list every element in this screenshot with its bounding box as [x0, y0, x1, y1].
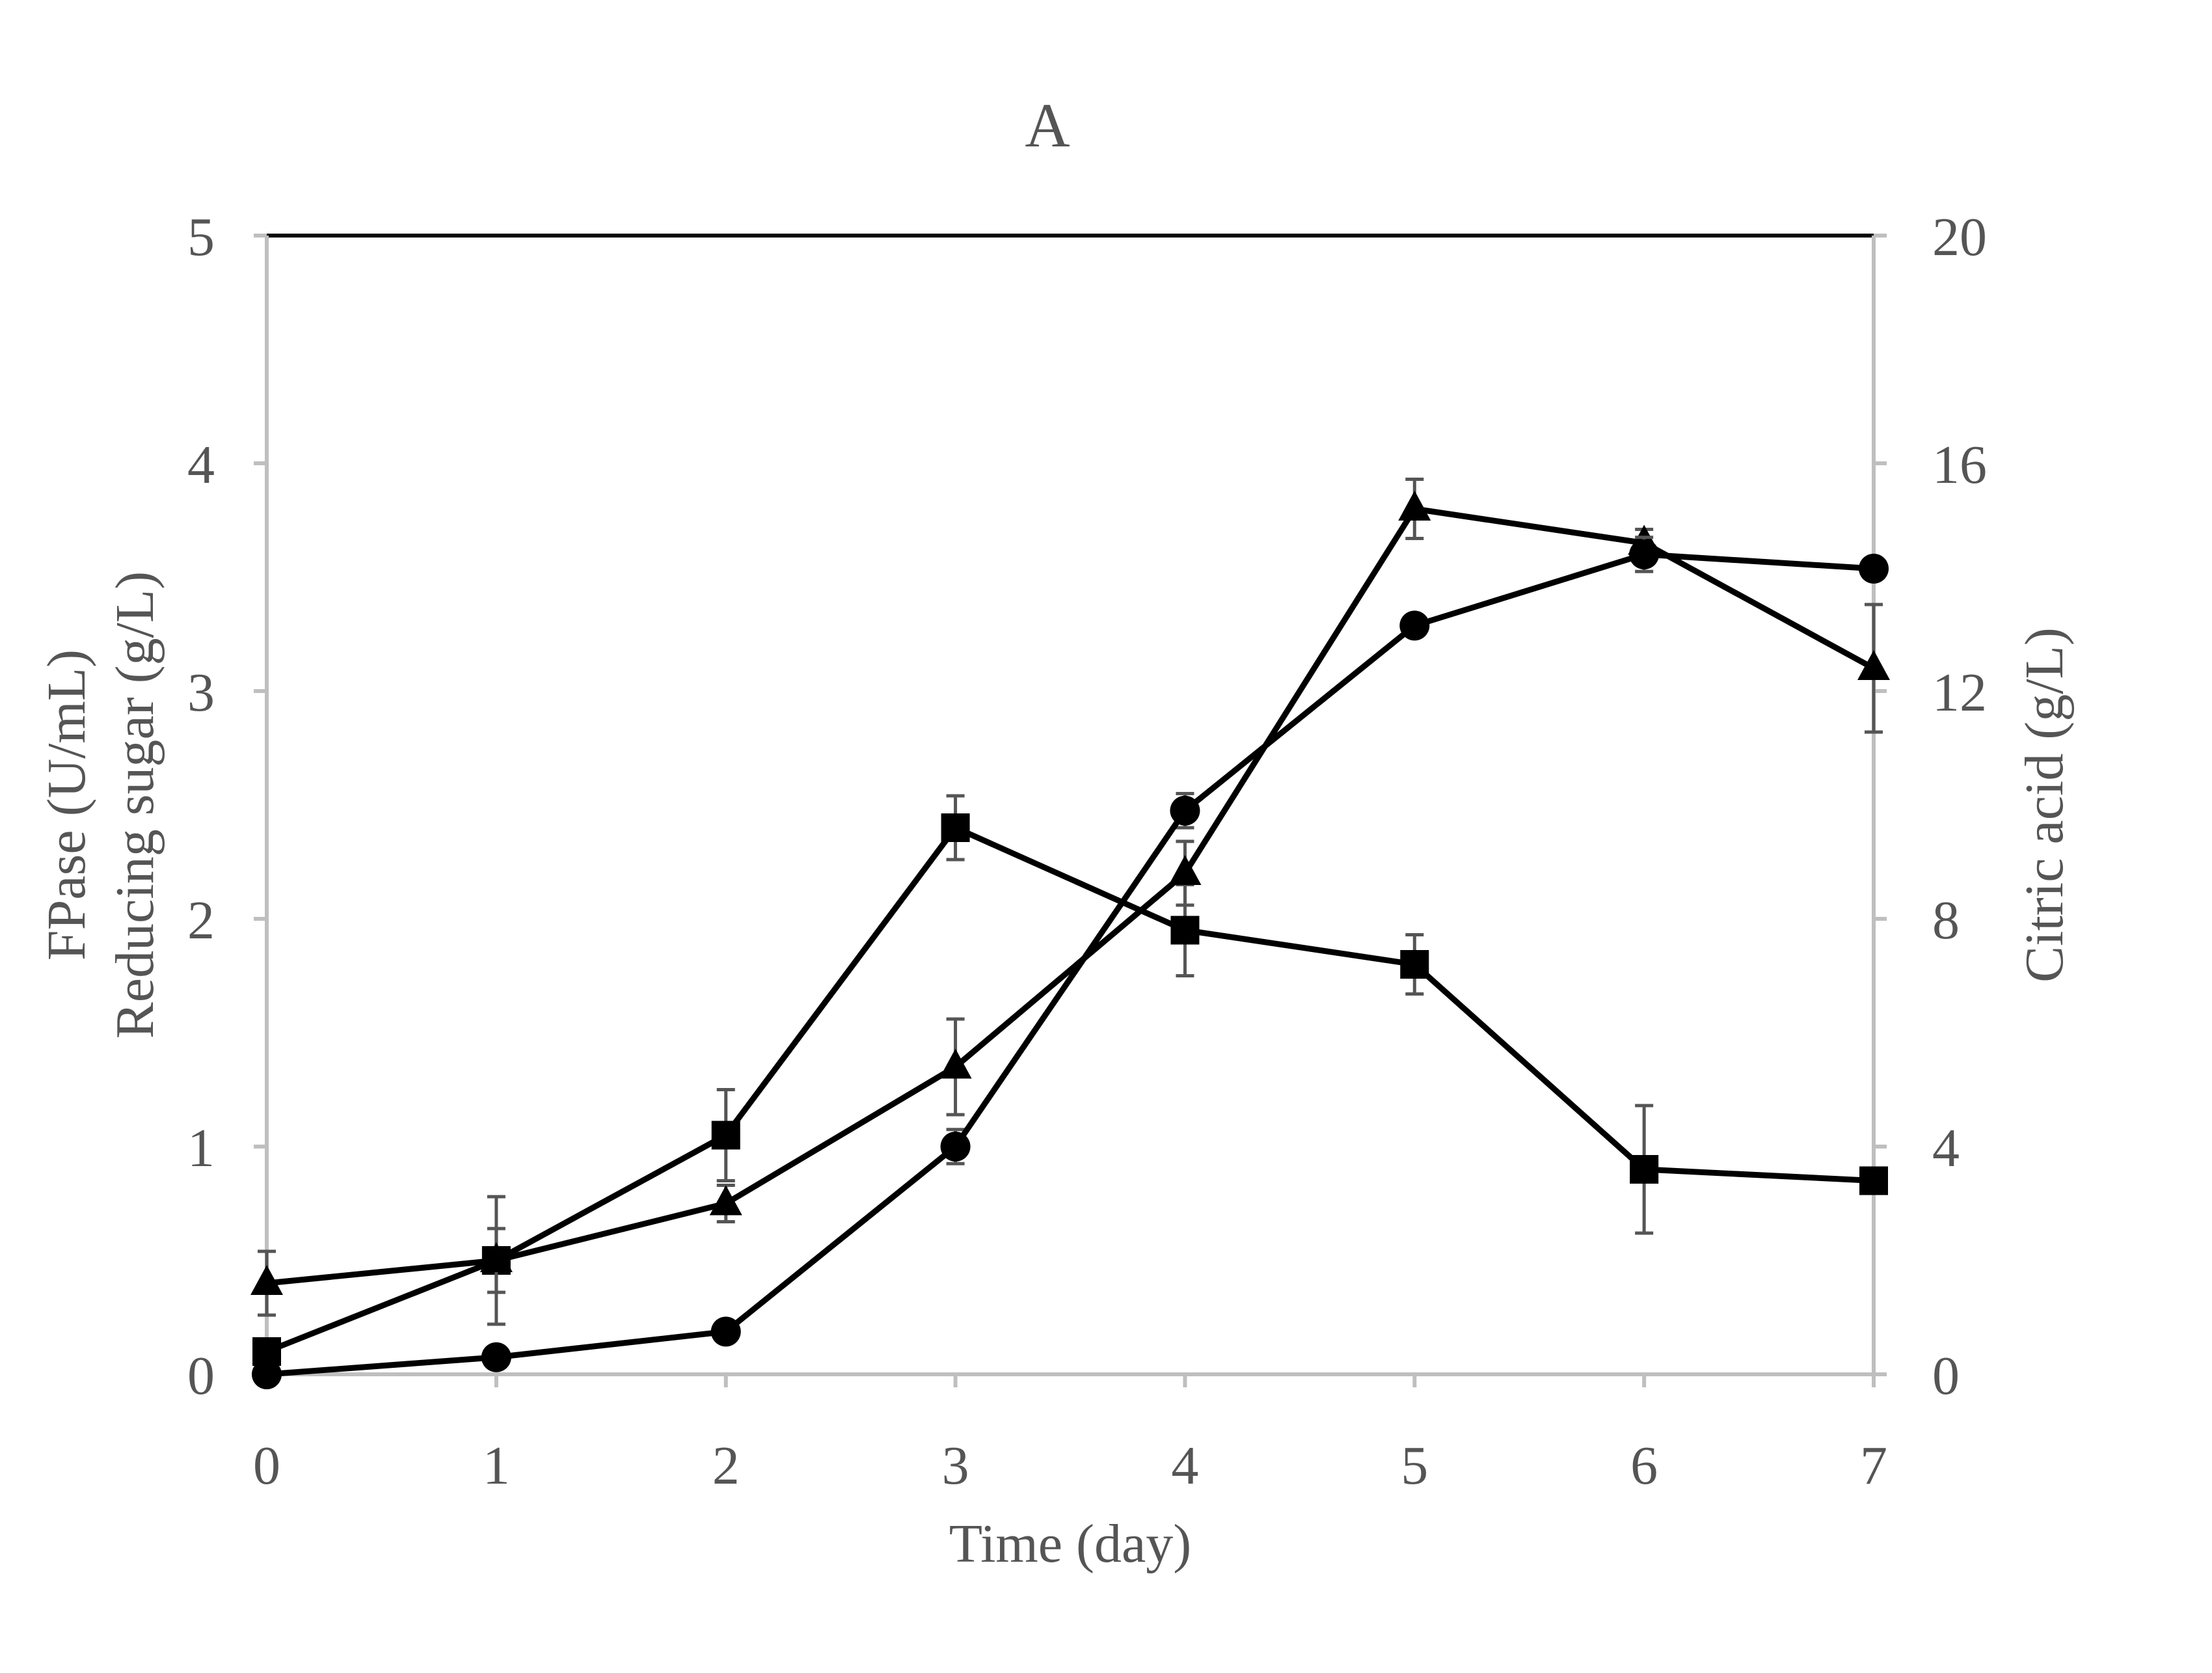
x-tick-label: 7	[1860, 1435, 1887, 1496]
y2-tick-label: 0	[1932, 1346, 1960, 1406]
y-axis-title: FPase (U/mL) Reducing sugar (g/L)	[36, 571, 165, 1039]
square-series-point	[1859, 1166, 1888, 1195]
circle-series-point	[1859, 553, 1889, 584]
x-tick-label: 5	[1401, 1435, 1428, 1496]
y-tick-label: 0	[187, 1346, 215, 1406]
y2-tick-label: 12	[1932, 662, 1987, 723]
circle-series-point	[1399, 610, 1430, 641]
circle-series-point	[710, 1316, 741, 1347]
y2-tick-label: 8	[1932, 890, 1960, 951]
y-tick-label: 2	[187, 890, 215, 951]
chart-title: A	[1025, 90, 1070, 160]
y2-axis-ticks: 0 4 8 12 16 20	[1874, 207, 1987, 1406]
triangle-series-point	[1168, 855, 1202, 885]
circle-series-line	[266, 551, 1874, 1378]
series-layer	[250, 478, 1890, 1389]
circle-series	[252, 536, 1889, 1389]
triangle-series-point	[1398, 491, 1431, 521]
triangle-series-point	[479, 1242, 513, 1272]
x-tick-label: 2	[712, 1435, 740, 1496]
y2-tick-label: 16	[1932, 435, 1987, 495]
y-tick-label: 1	[187, 1118, 215, 1178]
y-tick-label: 5	[187, 207, 215, 267]
y2-tick-label: 20	[1932, 207, 1987, 267]
y-tick-label: 3	[187, 662, 215, 723]
y2-axis-title: Citric acid (g/L)	[2014, 627, 2075, 983]
triangle-series-point	[1857, 650, 1890, 680]
square-series-point	[1170, 916, 1200, 945]
square-series-point	[711, 1121, 740, 1150]
y2-tick-label: 4	[1932, 1118, 1960, 1178]
square-series-point	[1630, 1155, 1659, 1184]
triangle-series-point	[709, 1185, 742, 1216]
triangle-series-point	[250, 1265, 283, 1295]
square-series-line	[265, 824, 1874, 1355]
circle-series-point	[1170, 795, 1200, 826]
square-series-point	[1400, 950, 1429, 979]
x-axis-title: Time (day)	[949, 1514, 1192, 1574]
y-axis-title-line-1: FPase (U/mL)	[36, 649, 97, 960]
y-tick-label: 4	[187, 435, 215, 495]
triangle-series-line	[266, 506, 1876, 1286]
circle-series-point	[1629, 539, 1660, 569]
circle-series-point	[940, 1132, 971, 1162]
x-tick-label: 6	[1630, 1435, 1658, 1496]
circle-series-point	[481, 1342, 511, 1372]
y-axis-title-line-2: Reducing sugar (g/L)	[105, 571, 165, 1039]
x-tick-label: 1	[483, 1435, 510, 1496]
triangle-series-point	[939, 1048, 972, 1079]
x-tick-label: 4	[1171, 1435, 1198, 1496]
y-axis-ticks: 0 1 2 3 4 5	[187, 207, 267, 1406]
x-axis-ticks: 0 1 2 3 4 5 6 7	[253, 1374, 1887, 1496]
circle-series-point	[252, 1359, 282, 1389]
x-tick-label: 3	[942, 1435, 969, 1496]
x-tick-label: 0	[253, 1435, 280, 1496]
square-series-point	[941, 813, 970, 842]
